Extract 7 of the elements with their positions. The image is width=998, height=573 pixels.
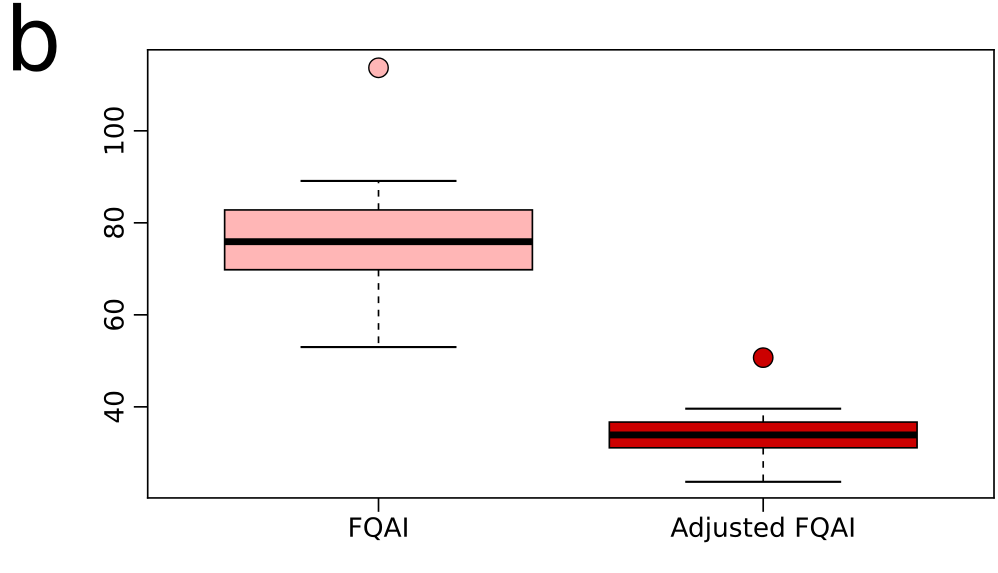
- y-tick-label: 60: [104, 300, 124, 330]
- y-tick-label: 40: [104, 392, 124, 422]
- y-tick-label: 100: [104, 107, 124, 154]
- x-tick-label: FQAI: [350, 517, 407, 540]
- y-tick-label: 80: [104, 208, 124, 238]
- x-tick-label: Adjusted FQAI: [670, 516, 854, 542]
- text: b: [13, 2, 57, 72]
